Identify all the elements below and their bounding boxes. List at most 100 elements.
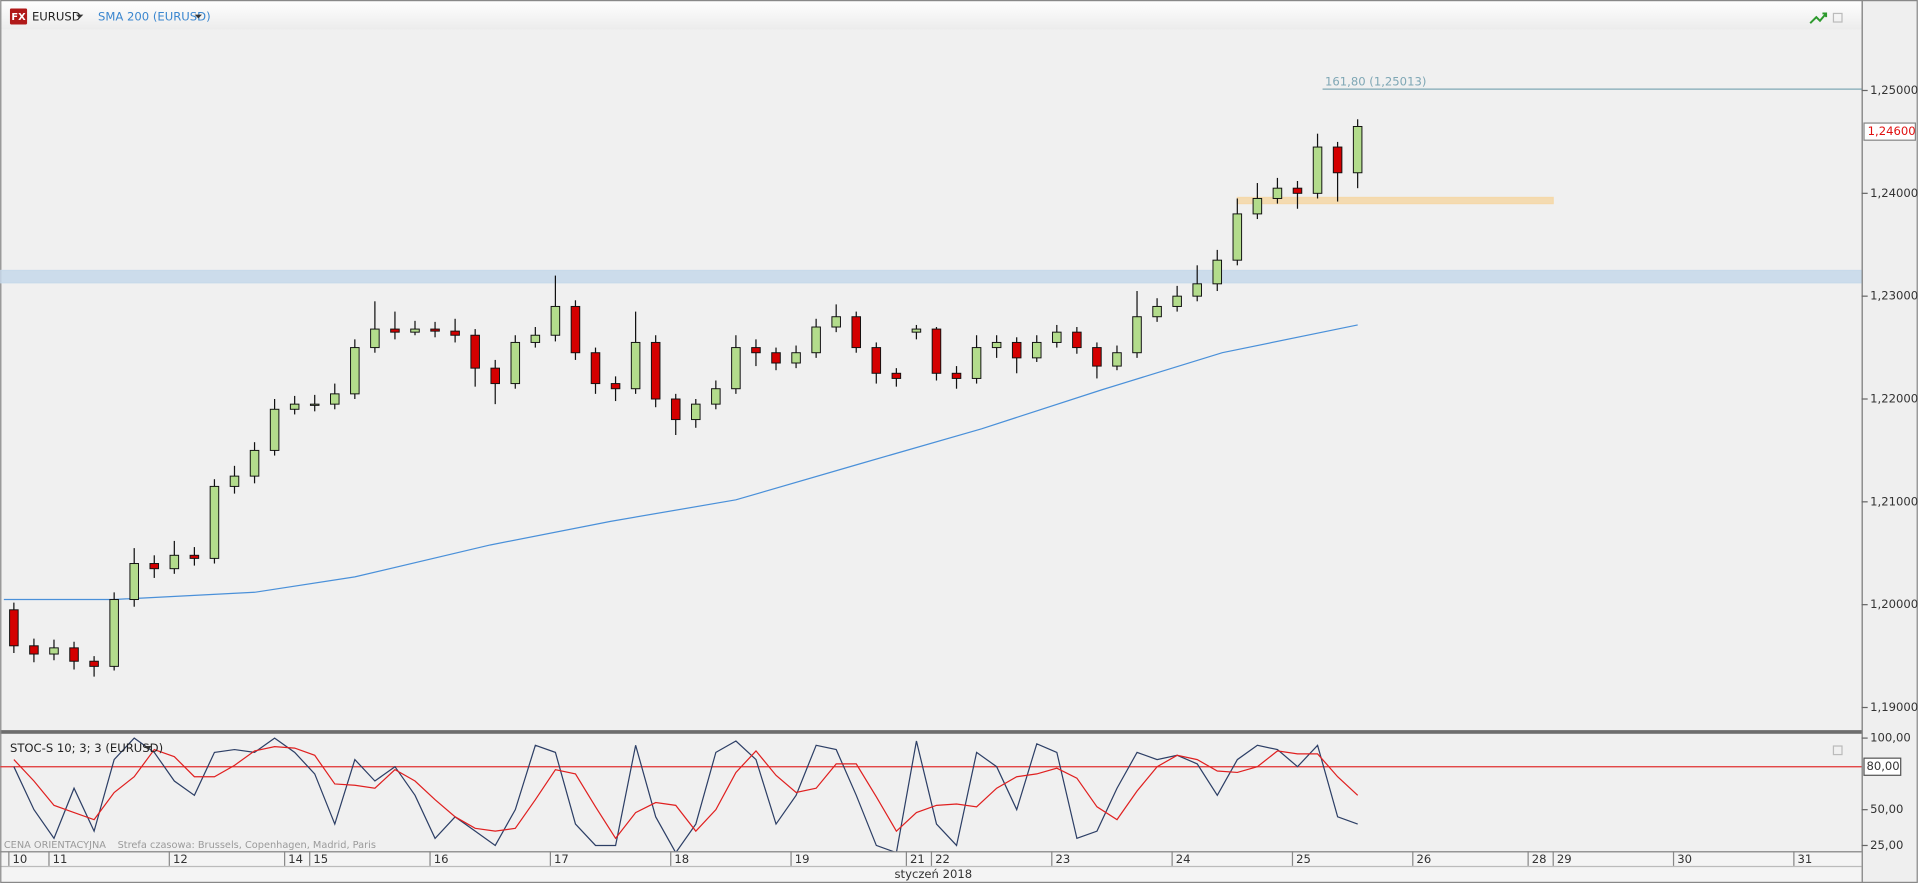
candle-body bbox=[550, 305, 561, 336]
candle-body bbox=[610, 383, 621, 390]
x-tick-label: 22 bbox=[935, 852, 950, 866]
dropdown-arrow[interactable] bbox=[194, 14, 202, 19]
annotation: Strefa czasowa: Brussels, Copenhagen, Ma… bbox=[118, 840, 376, 851]
candle-body bbox=[209, 485, 220, 559]
symbol-badge-bg bbox=[9, 8, 28, 25]
candle-body bbox=[229, 475, 240, 487]
zone bbox=[1236, 196, 1554, 205]
x-tick-label: 25 bbox=[1296, 852, 1311, 866]
symbol-title[interactable]: EURUSD bbox=[32, 10, 81, 24]
candle-body bbox=[811, 326, 821, 354]
candle-body bbox=[991, 341, 1002, 349]
y-tick-label: 1,20000 bbox=[1870, 597, 1918, 611]
candle-body bbox=[1112, 352, 1122, 367]
symbol-badge: FX bbox=[11, 12, 26, 23]
candle-body bbox=[731, 347, 741, 390]
y-tick-label: 1,25000 bbox=[1870, 83, 1918, 97]
x-tick-label: 15 bbox=[313, 852, 328, 866]
candle-body bbox=[971, 347, 982, 379]
x-tick-label: 18 bbox=[674, 852, 689, 866]
x-tick-label: 14 bbox=[288, 852, 303, 866]
stoch-line bbox=[13, 737, 1358, 852]
candle-body bbox=[530, 334, 541, 343]
dropdown-arrow[interactable] bbox=[144, 746, 152, 750]
candle-body bbox=[650, 341, 661, 400]
candle-body bbox=[891, 372, 902, 379]
candle-body bbox=[670, 398, 681, 421]
candle-body bbox=[410, 328, 420, 333]
candle-body bbox=[711, 388, 721, 405]
candle-body bbox=[149, 563, 160, 570]
indicator-title[interactable]: STOC-S 10; 3; 3 (EURUSD) bbox=[10, 741, 163, 755]
candle-body bbox=[911, 328, 922, 333]
candle-body bbox=[1332, 146, 1343, 174]
candle-body bbox=[169, 554, 180, 570]
reference-box bbox=[1863, 757, 1902, 776]
reference-label: 80,00 bbox=[1866, 759, 1899, 773]
stoch-line bbox=[13, 746, 1359, 840]
candle-body bbox=[1252, 197, 1263, 215]
candle-body bbox=[1011, 341, 1022, 359]
candle-body bbox=[249, 449, 260, 477]
fib-label: 161,80 (1,25013) bbox=[1325, 74, 1426, 88]
candle-body bbox=[630, 341, 641, 390]
y-tick-label: 1,22000 bbox=[1870, 391, 1918, 405]
x-tick-label: 10 bbox=[13, 852, 28, 866]
candle-body bbox=[851, 316, 862, 349]
y-tick-label: 1,24000 bbox=[1870, 186, 1918, 200]
candle-body bbox=[370, 328, 380, 349]
x-tick-label: 26 bbox=[1416, 852, 1431, 866]
candle-body bbox=[109, 599, 119, 667]
stoch-panel bbox=[0, 737, 1862, 852]
legend-entry[interactable]: SMA 200 (EURUSD) bbox=[98, 10, 211, 24]
x-tick-label: 28 bbox=[1532, 852, 1547, 866]
x-tick-label: 29 bbox=[1557, 852, 1572, 866]
x-tick-label: 11 bbox=[53, 852, 68, 866]
x-tick-label: 17 bbox=[554, 852, 569, 866]
x-tick-label: 19 bbox=[795, 852, 810, 866]
last-price-box bbox=[1863, 122, 1916, 141]
candle-body bbox=[330, 393, 340, 405]
x-tick-label: 23 bbox=[1055, 852, 1070, 866]
x-tick-label: 21 bbox=[910, 852, 925, 866]
candle-body bbox=[289, 403, 300, 410]
candle-body bbox=[49, 647, 59, 655]
panel-separator bbox=[0, 730, 1862, 734]
candle-body bbox=[450, 330, 460, 336]
y-tick-label: 1,23000 bbox=[1870, 289, 1918, 303]
candle-body bbox=[871, 347, 882, 374]
candle-body bbox=[29, 645, 39, 655]
candle-body bbox=[269, 408, 280, 451]
candle-body bbox=[1192, 283, 1202, 297]
x-tick-label: 30 bbox=[1677, 852, 1692, 866]
y-tick-label: 1,21000 bbox=[1870, 494, 1918, 508]
candle-body bbox=[89, 660, 99, 667]
window-icon[interactable] bbox=[1832, 745, 1843, 756]
price-panel: 161,80 (1,25013) bbox=[0, 74, 1862, 677]
x-tick-label: 16 bbox=[434, 852, 449, 866]
candle-body bbox=[350, 347, 360, 395]
candle-body bbox=[69, 647, 79, 662]
candle-body bbox=[1092, 347, 1102, 367]
y-tick-label: 100,00 bbox=[1870, 731, 1911, 745]
window-icon[interactable] bbox=[1832, 12, 1843, 23]
candle-body bbox=[1312, 146, 1323, 194]
candle-body bbox=[1072, 331, 1082, 349]
annotation: CENA ORIENTACYJNA bbox=[4, 840, 106, 851]
y-tick-label: 25,00 bbox=[1870, 838, 1903, 852]
candle-body bbox=[931, 328, 942, 374]
toolbar bbox=[0, 0, 1862, 30]
candle-body bbox=[1172, 295, 1182, 307]
x-tick-label: 31 bbox=[1798, 852, 1813, 866]
trend-icon[interactable] bbox=[1809, 12, 1828, 24]
candle-body bbox=[9, 609, 19, 647]
candle-body bbox=[1132, 316, 1142, 354]
y-tick-label: 50,00 bbox=[1870, 802, 1903, 816]
dropdown-arrow[interactable] bbox=[76, 14, 84, 19]
candle-body bbox=[510, 341, 521, 385]
candle-body bbox=[309, 403, 320, 406]
sma-line bbox=[3, 324, 1358, 601]
